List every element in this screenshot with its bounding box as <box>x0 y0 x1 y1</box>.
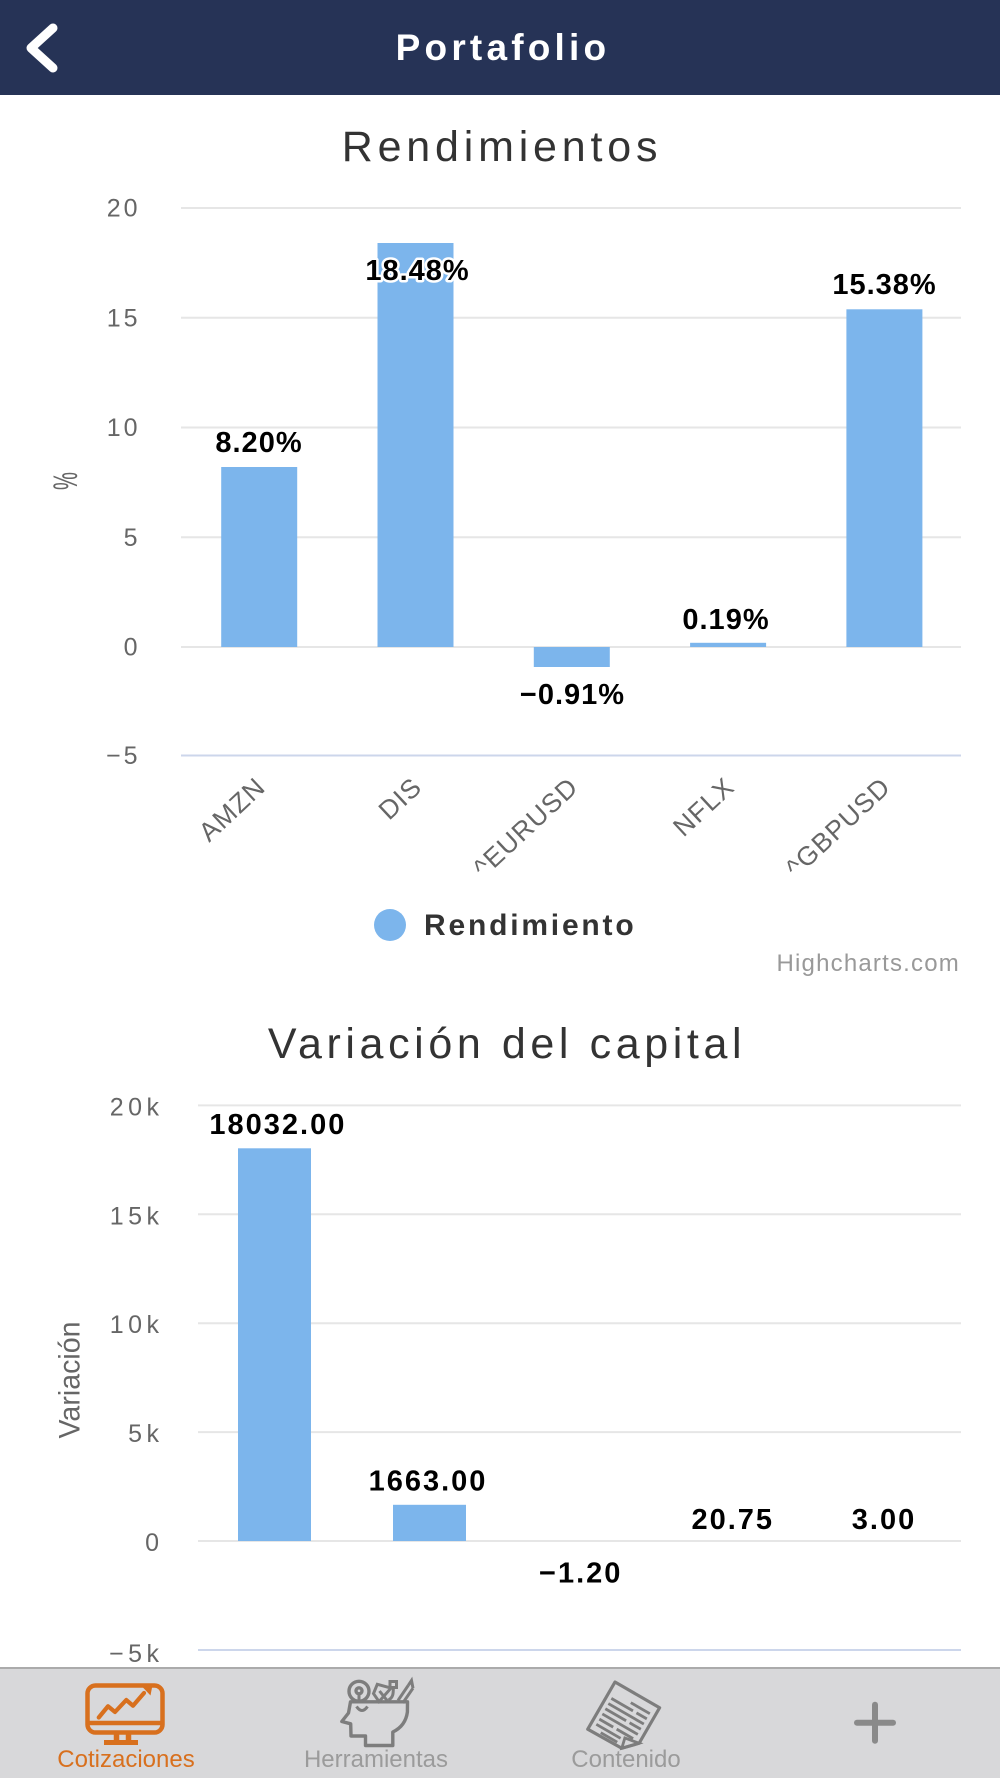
svg-text:−1.20: −1.20 <box>539 1558 622 1590</box>
svg-text:Variación: Variación <box>54 1322 87 1439</box>
svg-text:−5k: −5k <box>109 1640 164 1668</box>
svg-text:0: 0 <box>124 634 141 662</box>
svg-text:8.20%: 8.20% <box>215 427 302 459</box>
svg-text:Rendimiento: Rendimiento <box>424 909 636 942</box>
svg-text:0.19%: 0.19% <box>682 604 769 636</box>
svg-text:AMZN: AMZN <box>193 771 271 847</box>
svg-text:3.00: 3.00 <box>852 1504 916 1536</box>
svg-text:15: 15 <box>107 304 141 332</box>
svg-text:−0.91%: −0.91% <box>520 679 625 711</box>
svg-text:10k: 10k <box>110 1311 164 1339</box>
svg-text:0: 0 <box>145 1529 163 1557</box>
svg-text:18.48%: 18.48% <box>365 255 469 287</box>
svg-text:5: 5 <box>124 524 141 552</box>
svg-text:5k: 5k <box>128 1420 163 1448</box>
svg-text:1663.00: 1663.00 <box>369 1466 488 1498</box>
svg-text:20k: 20k <box>110 1093 164 1121</box>
svg-text:15.38%: 15.38% <box>832 269 936 301</box>
svg-text:Rendimientos: Rendimientos <box>342 123 663 171</box>
svg-text:^GBPUSD: ^GBPUSD <box>780 771 897 883</box>
svg-text:NFLX: NFLX <box>667 771 740 842</box>
svg-text:20: 20 <box>107 195 141 223</box>
svg-text:15k: 15k <box>110 1202 164 1230</box>
svg-text:^EURUSD: ^EURUSD <box>467 771 584 883</box>
svg-text:20.75: 20.75 <box>691 1504 774 1536</box>
svg-text:18032.00: 18032.00 <box>209 1109 346 1141</box>
svg-text:−5: −5 <box>106 742 141 770</box>
svg-text:DIS: DIS <box>373 771 428 825</box>
svg-text:%: % <box>47 472 85 490</box>
svg-text:Variación del capital: Variación del capital <box>268 1020 746 1068</box>
svg-text:10: 10 <box>107 414 141 442</box>
svg-text:Highcharts.com: Highcharts.com <box>776 950 960 977</box>
